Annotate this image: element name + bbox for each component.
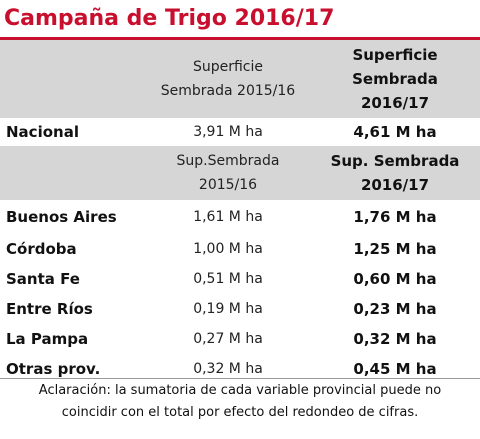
header-current-season: Superficie Sembrada 2016/17 — [310, 40, 480, 118]
row-current-value: 4,61 M ha — [353, 123, 437, 141]
row-current-value: 0,32 M ha — [353, 330, 437, 348]
table-row: Entre Ríos 0,19 M ha 0,23 M ha — [0, 294, 480, 324]
table-row-national: Nacional 3,91 M ha 4,61 M ha — [0, 118, 480, 146]
table-row: Buenos Aires 1,61 M ha 1,76 M ha — [0, 200, 480, 234]
row-prev-value: 1,61 M ha — [193, 209, 263, 225]
header-prev-season: Superficie Sembrada 2015/16 — [146, 40, 310, 118]
surface-table: Superficie Sembrada 2015/16 Superficie S… — [0, 40, 480, 384]
note-divider — [0, 378, 480, 439]
header-empty-cell — [0, 40, 146, 118]
row-prev-value: 0,32 M ha — [193, 361, 263, 377]
row-name: Santa Fe — [6, 270, 80, 288]
table-header-provinces: Sup.Sembrada 2015/16 Sup. Sembrada 2016/… — [0, 146, 480, 200]
row-current-value: 1,25 M ha — [353, 240, 437, 258]
header-current-season: Sup. Sembrada 2016/17 — [310, 146, 480, 200]
footnote: Aclaración: la sumatoria de cada variabl… — [0, 380, 480, 424]
header-prev-line-2: 2015/16 — [198, 177, 258, 193]
title-divider — [0, 37, 480, 40]
header-prev-line-1: Superficie — [192, 59, 264, 75]
table-row: Córdoba 1,00 M ha 1,25 M ha — [0, 234, 480, 264]
header-current-line-1: Sup. Sembrada — [330, 152, 460, 170]
header-current-line-1: Superficie — [352, 46, 438, 64]
header-current-line-2: 2016/17 — [360, 176, 430, 194]
row-name: Córdoba — [6, 240, 77, 258]
row-current-value: 0,23 M ha — [353, 300, 437, 318]
row-prev-value: 0,19 M ha — [193, 301, 263, 317]
row-current-value: 0,45 M ha — [353, 360, 437, 378]
row-name: Nacional — [6, 123, 79, 141]
table-header-national: Superficie Sembrada 2015/16 Superficie S… — [0, 40, 480, 118]
footnote-line-2: coincidir con el total por efecto del re… — [61, 405, 419, 420]
row-name: La Pampa — [6, 330, 89, 348]
row-name: Otras prov. — [6, 360, 101, 378]
row-current-value: 1,76 M ha — [353, 208, 437, 226]
row-prev-value: 0,27 M ha — [193, 331, 263, 347]
header-prev-line-2: Sembrada 2015/16 — [160, 83, 296, 99]
row-name: Buenos Aires — [6, 208, 117, 226]
row-prev-value: 0,51 M ha — [193, 271, 263, 287]
header-prev-line-1: Sup.Sembrada — [176, 153, 280, 169]
table-row: La Pampa 0,27 M ha 0,32 M ha — [0, 324, 480, 354]
row-current-value: 0,60 M ha — [353, 270, 437, 288]
table-row: Otras prov. 0,32 M ha 0,45 M ha — [0, 354, 480, 384]
header-empty-cell — [0, 146, 146, 200]
page-title: Campaña de Trigo 2016/17 — [4, 6, 335, 31]
header-prev-season: Sup.Sembrada 2015/16 — [146, 146, 310, 200]
row-prev-value: 3,91 M ha — [193, 124, 263, 140]
footnote-line-1: Aclaración: la sumatoria de cada variabl… — [38, 383, 442, 398]
header-current-line-3: 2016/17 — [360, 94, 430, 112]
row-prev-value: 1,00 M ha — [193, 241, 263, 257]
header-current-line-2: Sembrada — [352, 70, 438, 88]
row-name: Entre Ríos — [6, 300, 93, 318]
table-row: Santa Fe 0,51 M ha 0,60 M ha — [0, 264, 480, 294]
